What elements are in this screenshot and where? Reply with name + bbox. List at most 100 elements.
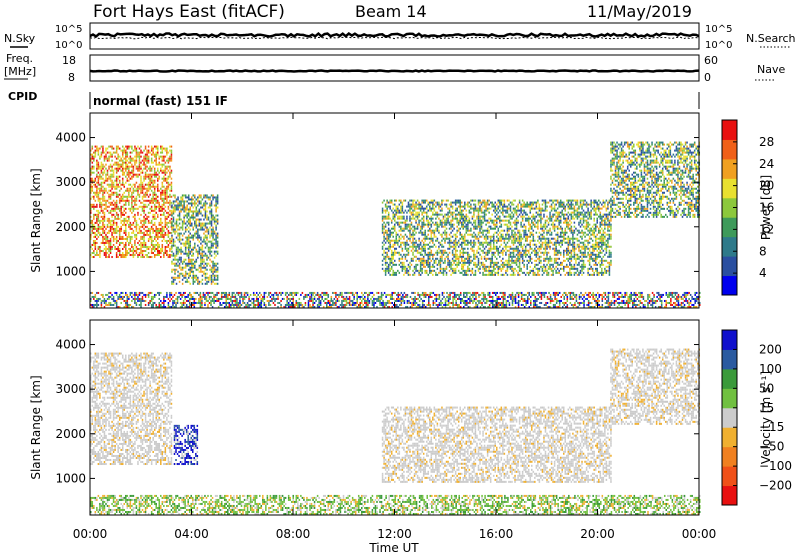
echo-cell	[502, 206, 504, 208]
echo-cell	[432, 242, 434, 244]
echo-cell	[397, 252, 399, 254]
echo-cell	[163, 236, 165, 238]
echo-cell	[108, 202, 110, 204]
echo-cell	[205, 279, 207, 281]
echo-cell	[142, 198, 144, 200]
echo-cell	[92, 190, 94, 192]
echo-cell	[182, 221, 184, 223]
echo-cell	[212, 261, 214, 263]
echo-cell	[176, 265, 178, 267]
echo-cell	[128, 216, 130, 218]
echo-cell	[455, 254, 457, 256]
echo-cell	[116, 184, 118, 186]
echo-cell	[148, 150, 150, 152]
echo-cell	[529, 234, 531, 236]
echo-cell	[142, 190, 144, 192]
echo-cell	[214, 221, 216, 223]
echo-cell	[427, 210, 429, 212]
echo-cell	[549, 242, 551, 244]
echo-cell	[171, 154, 173, 156]
echo-cell	[92, 156, 94, 158]
echo-cell	[523, 216, 525, 218]
echo-cell	[111, 182, 113, 184]
echo-cell	[209, 196, 211, 198]
echo-cell	[386, 248, 388, 250]
echo-cell	[117, 226, 119, 228]
echo-cell	[188, 281, 190, 283]
echo-cell	[487, 274, 489, 276]
echo-cell	[140, 156, 142, 158]
echo-cell	[420, 232, 422, 234]
echo-cell	[389, 248, 391, 250]
echo-cell	[555, 266, 557, 268]
echo-cell	[93, 216, 95, 218]
echo-cell	[107, 174, 109, 176]
echo-cell	[171, 269, 173, 271]
echo-cell	[116, 148, 118, 150]
echo-cell	[402, 262, 404, 264]
echo-cell	[200, 213, 202, 215]
echo-cell	[438, 208, 440, 210]
echo-cell	[452, 226, 454, 228]
echo-cell	[127, 180, 129, 182]
echo-cell	[133, 256, 135, 258]
echo-cell	[447, 260, 449, 262]
echo-cell	[507, 200, 509, 202]
echo-cell	[120, 210, 122, 212]
echo-cell	[152, 162, 154, 164]
echo-cell	[466, 214, 468, 216]
echo-cell	[493, 262, 495, 264]
echo-cell	[469, 242, 471, 244]
echo-cell	[424, 244, 426, 246]
echo-cell	[215, 239, 217, 241]
echo-cell	[507, 264, 509, 266]
echo-cell	[418, 220, 420, 222]
echo-cell	[385, 262, 387, 264]
echo-cell	[444, 232, 446, 234]
echo-cell	[461, 246, 463, 248]
echo-cell	[402, 222, 404, 224]
echo-cell	[151, 180, 153, 182]
echo-cell	[217, 243, 219, 245]
echo-cell	[549, 234, 551, 236]
echo-cell	[122, 198, 124, 200]
echo-cell	[409, 232, 411, 234]
echo-cell	[131, 160, 133, 162]
echo-cell	[199, 223, 201, 225]
echo-cell	[542, 266, 544, 268]
echo-cell	[516, 262, 518, 264]
echo-cell	[491, 272, 493, 274]
echo-cell	[545, 220, 547, 222]
echo-cell	[548, 262, 550, 264]
echo-cell	[92, 206, 94, 208]
echo-cell	[458, 212, 460, 214]
echo-cell	[452, 254, 454, 256]
echo-cell	[548, 266, 550, 268]
echo-cell	[155, 194, 157, 196]
echo-cell	[494, 272, 496, 274]
echo-cell	[173, 206, 175, 208]
echo-cell	[470, 248, 472, 250]
echo-cell	[552, 264, 554, 266]
echo-cell	[119, 156, 121, 158]
echo-cell	[421, 254, 423, 256]
echo-cell	[194, 265, 196, 267]
echo-cell	[383, 250, 385, 252]
echo-cell	[459, 200, 461, 202]
echo-cell	[412, 270, 414, 272]
echo-cell	[383, 232, 385, 234]
echo-cell	[117, 240, 119, 242]
echo-cell	[504, 266, 506, 268]
echo-cell	[542, 238, 544, 240]
echo-cell	[125, 182, 127, 184]
echo-cell	[487, 200, 489, 202]
echo-cell	[405, 268, 407, 270]
echo-cell	[386, 262, 388, 264]
echo-cell	[545, 266, 547, 268]
echo-cell	[405, 254, 407, 256]
echo-cell	[529, 210, 531, 212]
echo-cell	[440, 270, 442, 272]
echo-cell	[423, 210, 425, 212]
echo-cell	[125, 226, 127, 228]
echo-cell	[484, 230, 486, 232]
